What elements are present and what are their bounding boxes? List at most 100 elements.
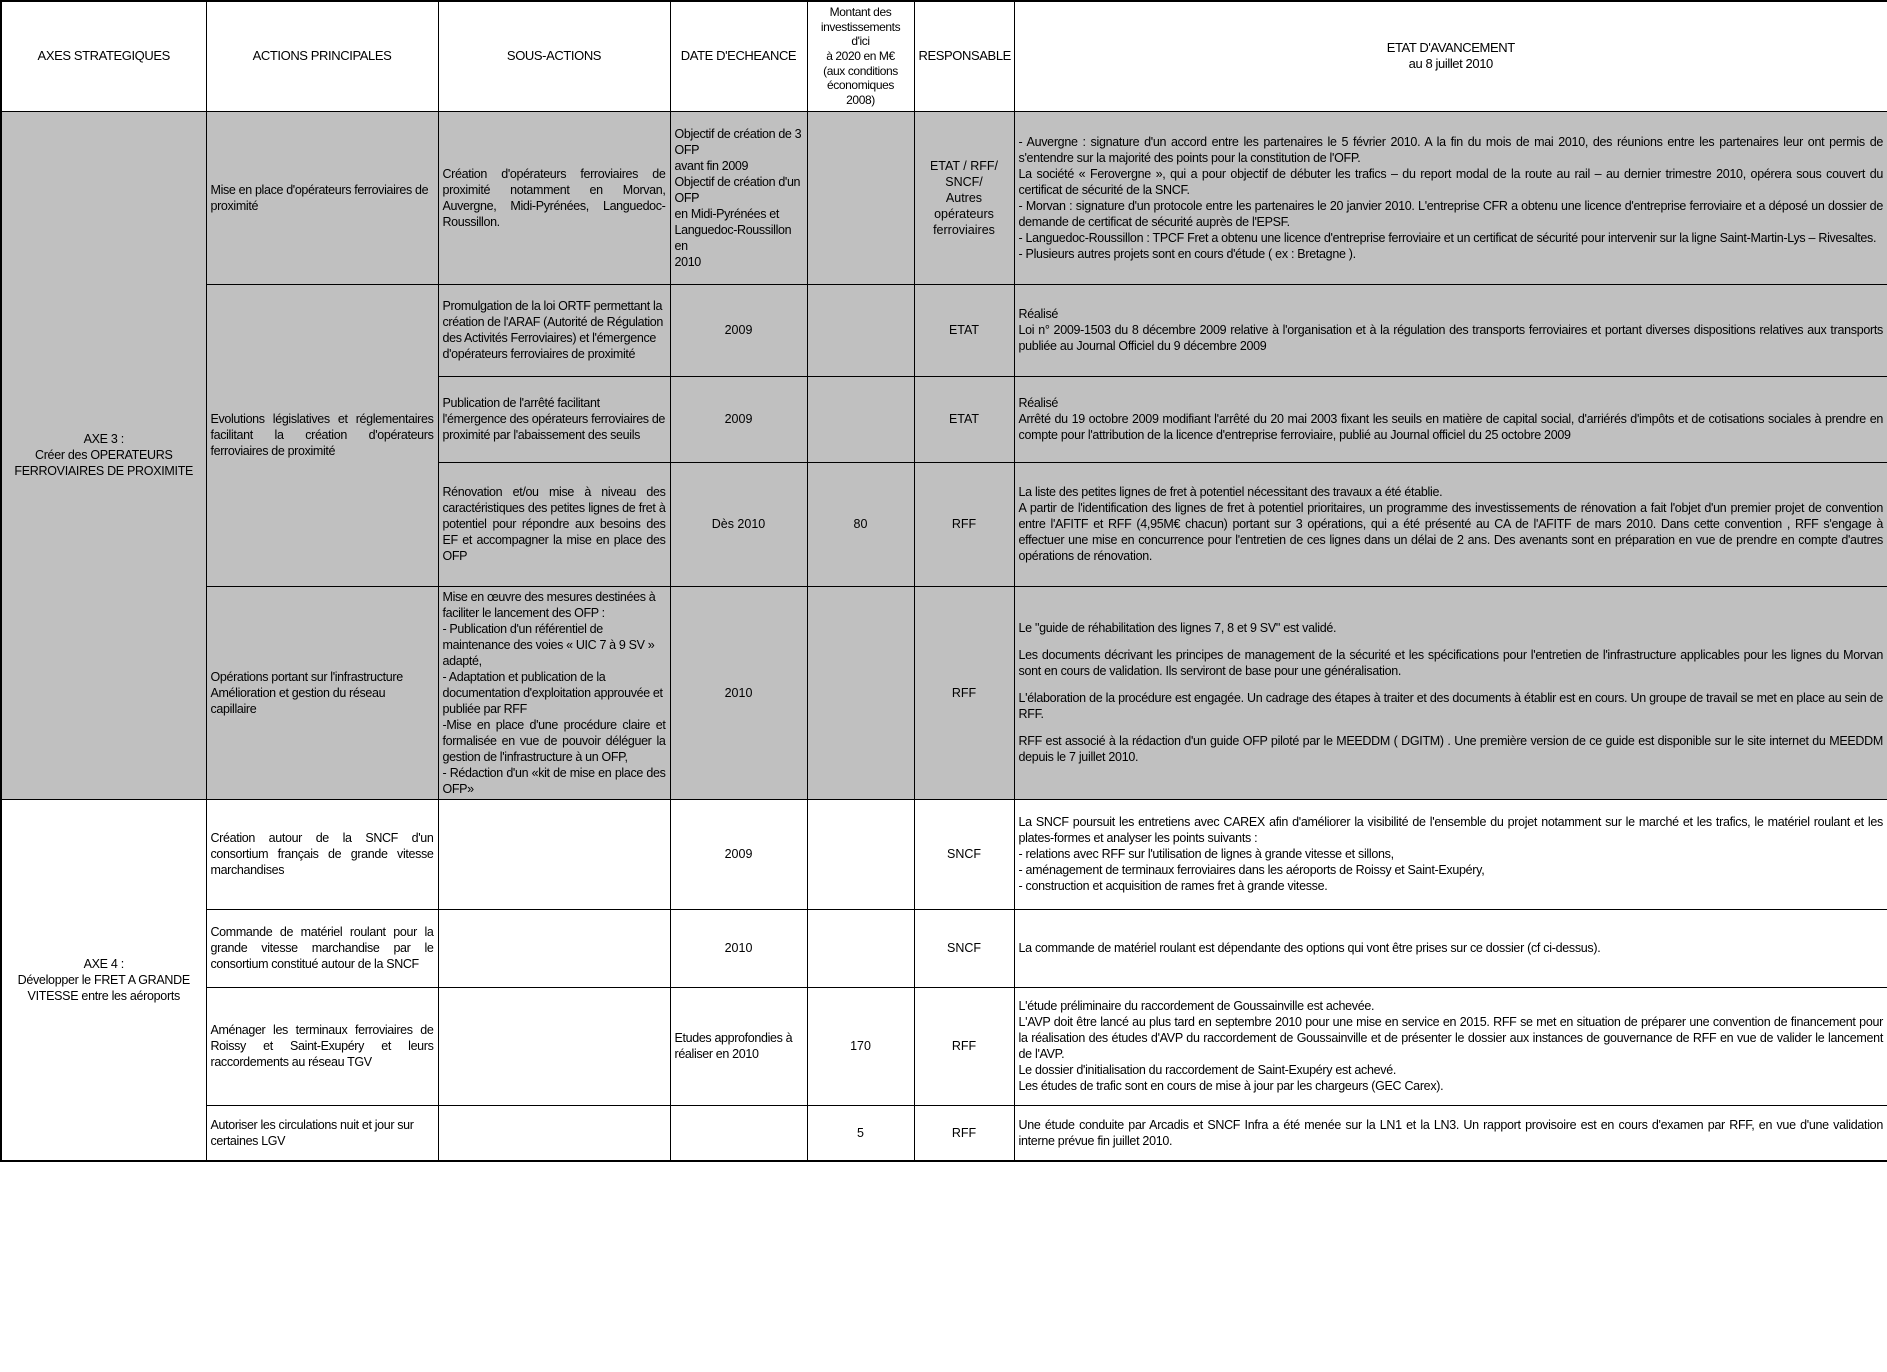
etat-paragraph: Réalisé bbox=[1018, 307, 1059, 321]
cell-sous-action bbox=[437, 908, 671, 988]
etat-paragraph: L'élaboration de la procédure est engagé… bbox=[1018, 691, 1884, 721]
cell-sous-action: Création d'opérateurs ferroviaires de pr… bbox=[437, 110, 671, 285]
cell-action-principale: Aménager les terminaux ferroviaires de R… bbox=[205, 986, 439, 1106]
etat-paragraph: Les études de trafic sont en cours de mi… bbox=[1018, 1079, 1444, 1093]
cell-date-echeance: 2010 bbox=[669, 908, 808, 988]
header-montant-investissements: Montant des investissements d'ici à 2020… bbox=[806, 0, 915, 112]
cell-date-echeance: 2009 bbox=[669, 798, 808, 910]
table-row: AXE 3 : Créer des OPERATEURS FERROVIAIRE… bbox=[0, 110, 1887, 800]
date-line-6: 2010 bbox=[674, 254, 702, 269]
action-plan-table: AXES STRATEGIQUES ACTIONS PRINCIPALES SO… bbox=[0, 0, 1887, 1162]
cell-responsable: ETAT bbox=[913, 375, 1015, 463]
table-row: Rénovation et/ou mise à niveau des carac… bbox=[1, 461, 1887, 587]
date-line-2: avant fin 2009 bbox=[674, 158, 749, 173]
etat-paragraph: Réalisé bbox=[1018, 396, 1059, 410]
axe-3-line-2: Créer des OPERATEURS bbox=[34, 448, 173, 462]
cell-sous-action bbox=[437, 1104, 671, 1162]
table-row: Evolutions législatives et réglementaire… bbox=[1, 283, 1887, 587]
etat-paragraph: RFF est associé à la rédaction d'un guid… bbox=[1018, 734, 1884, 764]
cell-montant bbox=[806, 375, 915, 463]
axe-4-label-cell: AXE 4 : Développer le FRET A GRANDE VITE… bbox=[0, 798, 207, 1162]
cell-date-echeance: 2009 bbox=[669, 375, 808, 463]
header-sous-actions: SOUS-ACTIONS bbox=[437, 0, 671, 112]
cell-responsable: SNCF bbox=[913, 908, 1015, 988]
cell-sous-action: Mise en œuvre des mesures destinées à fa… bbox=[437, 585, 671, 800]
date-line-5: Languedoc-Roussillon en bbox=[674, 222, 792, 253]
sous-action-line: - Adaptation et publication de la docume… bbox=[442, 669, 664, 716]
cell-date-echeance bbox=[669, 1104, 808, 1162]
cell-action-principale: Commande de matériel roulant pour la gra… bbox=[205, 908, 439, 988]
header-actions-principales: ACTIONS PRINCIPALES bbox=[205, 0, 439, 112]
cell-montant: 170 bbox=[806, 986, 915, 1106]
cell-montant bbox=[806, 908, 915, 988]
sous-action-line: - Publication d'un référentiel de mainte… bbox=[442, 621, 655, 668]
responsable-line-3: ferroviaires bbox=[933, 222, 995, 237]
cell-sous-action: Promulgation de la loi ORTF permettant l… bbox=[437, 283, 671, 377]
header-axes-strategiques: AXES STRATEGIQUES bbox=[0, 0, 207, 112]
cell-montant bbox=[806, 585, 915, 800]
cell-sous-action: Publication de l'arrêté facilitant l'éme… bbox=[437, 375, 671, 463]
cell-date-echeance: Dès 2010 bbox=[669, 461, 808, 587]
date-line-1: Objectif de création de 3 OFP bbox=[674, 126, 802, 157]
cell-responsable: ETAT / RFF/ SNCF/ Autres opérateurs ferr… bbox=[913, 110, 1015, 285]
cell-date-echeance: Objectif de création de 3 OFP avant fin … bbox=[669, 110, 808, 285]
cell-action-principale: Opérations portant sur l'infrastructure … bbox=[205, 585, 439, 800]
table-header-row: AXES STRATEGIQUES ACTIONS PRINCIPALES SO… bbox=[0, 0, 1887, 112]
cell-sous-action bbox=[437, 798, 671, 910]
cell-responsable: RFF bbox=[913, 986, 1015, 1106]
cell-action-principale: Evolutions législatives et réglementaire… bbox=[205, 283, 439, 587]
etat-paragraph: L'AVP doit être lancé au plus tard en se… bbox=[1018, 1015, 1884, 1061]
etat-paragraph: L'étude préliminaire du raccordement de … bbox=[1018, 999, 1375, 1013]
cell-date-echeance: 2009 bbox=[669, 283, 808, 377]
axe-4-line-3: VITESSE entre les aéroports bbox=[27, 988, 181, 1003]
header-montant-line-1: Montant des bbox=[829, 5, 892, 20]
etat-paragraph: - aménagement de terminaux ferroviaires … bbox=[1018, 863, 1485, 877]
cell-montant bbox=[806, 110, 915, 285]
cell-montant bbox=[806, 798, 915, 910]
cell-etat-avancement: La commande de matériel roulant est dépe… bbox=[1013, 908, 1887, 988]
table-row: Commande de matériel roulant pour la gra… bbox=[1, 908, 1887, 988]
responsable-line-1: ETAT / RFF/ SNCF/ bbox=[929, 158, 999, 189]
etat-paragraph: - Morvan : signature d'un protocole entr… bbox=[1018, 198, 1884, 229]
cell-responsable: RFF bbox=[913, 1104, 1015, 1162]
etat-paragraph: - Languedoc-Roussillon : TPCF Fret a obt… bbox=[1018, 230, 1877, 245]
table-row: Autoriser les circulations nuit et jour … bbox=[1, 1104, 1887, 1162]
axe-3-line-1: AXE 3 : bbox=[83, 432, 125, 446]
cell-etat-avancement: Réalisé Arrêté du 19 octobre 2009 modifi… bbox=[1013, 375, 1887, 463]
cell-sous-action: Rénovation et/ou mise à niveau des carac… bbox=[437, 461, 671, 587]
cell-etat-avancement: Réalisé Loi n° 2009-1503 du 8 décembre 2… bbox=[1013, 283, 1887, 377]
cell-etat-avancement: La SNCF poursuit les entretiens avec CAR… bbox=[1013, 798, 1887, 910]
header-etat-avancement: ETAT D'AVANCEMENT au 8 juillet 2010 bbox=[1013, 0, 1887, 112]
table-row: Publication de l'arrêté facilitant l'éme… bbox=[1, 375, 1887, 463]
cell-etat-avancement: Le "guide de réhabilitation des lignes 7… bbox=[1013, 585, 1887, 800]
cell-montant: 80 bbox=[806, 461, 915, 587]
cell-date-echeance: 2010 bbox=[669, 585, 808, 800]
date-line-4: en Midi-Pyrénées et bbox=[674, 206, 780, 221]
cell-sous-action bbox=[437, 986, 671, 1106]
etat-paragraph: Une étude conduite par Arcadis et SNCF I… bbox=[1018, 1117, 1884, 1148]
etat-paragraph: Le "guide de réhabilitation des lignes 7… bbox=[1018, 621, 1337, 635]
cell-montant: 5 bbox=[806, 1104, 915, 1162]
etat-paragraph: La SNCF poursuit les entretiens avec CAR… bbox=[1018, 815, 1884, 845]
table-row: AXE 4 : Développer le FRET A GRANDE VITE… bbox=[0, 798, 1887, 1162]
table-row: Aménager les terminaux ferroviaires de R… bbox=[1, 986, 1887, 1106]
cell-etat-avancement: L'étude préliminaire du raccordement de … bbox=[1013, 986, 1887, 1106]
axe-4-line-2: Développer le FRET A GRANDE bbox=[17, 972, 191, 987]
sous-action-line: -Mise en place d'une procédure claire et… bbox=[442, 717, 666, 764]
sous-action-line: - Rédaction d'un «kit de mise en place d… bbox=[442, 765, 666, 796]
etat-paragraph: Les documents décrivant les principes de… bbox=[1018, 648, 1884, 678]
cell-etat-avancement: - Auvergne : signature d'un accord entre… bbox=[1013, 110, 1887, 285]
etat-paragraph: La commande de matériel roulant est dépe… bbox=[1018, 941, 1601, 955]
etat-paragraph: - relations avec RFF sur l'utilisation d… bbox=[1018, 847, 1395, 861]
etat-paragraph: Arrêté du 19 octobre 2009 modifiant l'ar… bbox=[1018, 412, 1884, 442]
cell-responsable: RFF bbox=[913, 585, 1015, 800]
cell-responsable: ETAT bbox=[913, 283, 1015, 377]
cell-montant bbox=[806, 283, 915, 377]
cell-etat-avancement: La liste des petites lignes de fret à po… bbox=[1013, 461, 1887, 587]
cell-responsable: RFF bbox=[913, 461, 1015, 587]
etat-paragraph: - construction et acquisition de rames f… bbox=[1018, 879, 1328, 893]
etat-paragraph: Le dossier d'initialisation du raccordem… bbox=[1018, 1063, 1397, 1077]
header-responsable: RESPONSABLE bbox=[913, 0, 1015, 112]
etat-paragraph: La liste des petites lignes de fret à po… bbox=[1018, 485, 1443, 499]
